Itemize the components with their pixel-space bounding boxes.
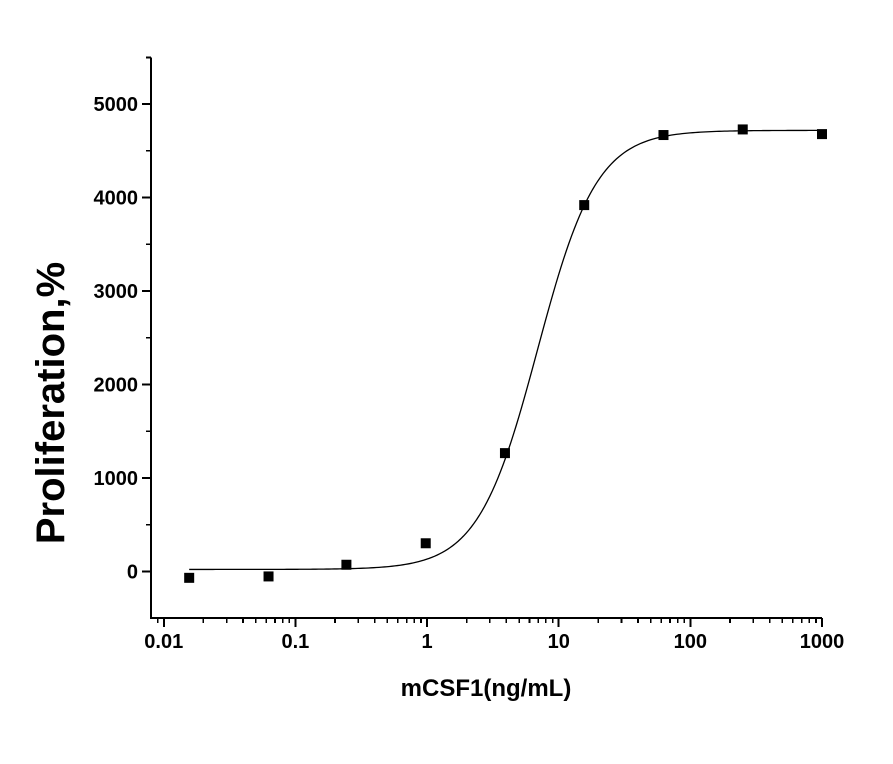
data-point-marker [263,571,274,582]
fit-curve-group [189,129,823,571]
data-point-marker [499,448,510,459]
y-tick-label: 3000 [94,281,139,303]
y-tick-label: 2000 [94,374,139,396]
axis-spines [150,57,822,619]
y-tick-label: 5000 [94,94,139,116]
x-axis-title: mCSF1(ng/mL) [401,675,572,702]
data-point-marker [341,559,352,570]
data-point-marker [420,538,431,549]
x-tick-label: 1 [421,631,432,653]
y-tick-label: 4000 [94,188,139,210]
y-axis-title: Proliferation,% [29,262,73,544]
x-tick-label: 0.1 [282,631,310,653]
y-tick-label: 0 [127,561,138,583]
x-tick-label: 0.01 [144,631,183,653]
data-point-marker [737,124,748,135]
y-tick-label: 1000 [94,468,139,490]
x-tick-label: 1000 [800,631,845,653]
data-points-group [184,124,827,583]
data-point-marker [817,129,827,140]
data-point-marker [658,130,669,141]
data-point-marker [579,200,590,211]
axis-ticks [142,56,823,627]
fit-curve-line [189,129,823,571]
tick-labels-group: 0.01 0.1 1 10 100 1000 0 1000 2000 3000 4000 5000 [94,94,845,653]
x-tick-label: 100 [674,631,707,653]
data-point-marker [184,572,195,583]
x-tick-label: 10 [548,631,570,653]
